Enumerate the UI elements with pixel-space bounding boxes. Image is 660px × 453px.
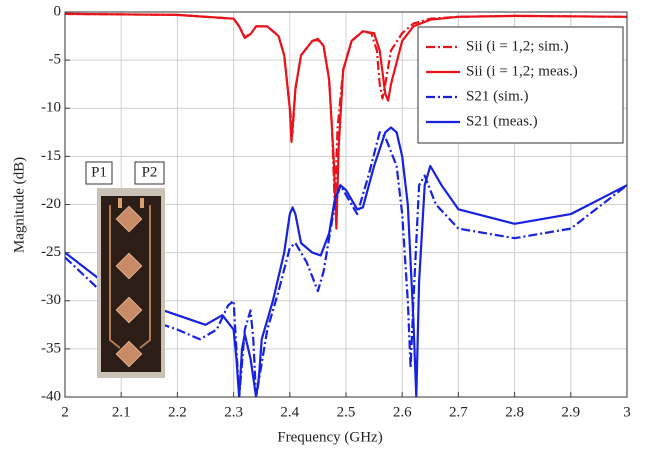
y-axis-label: Magnitude (dB) (11, 157, 27, 253)
feed-line (109, 205, 121, 349)
annotation-box (134, 161, 165, 185)
legend-box (417, 26, 624, 144)
y-tick-label: -35 (41, 340, 61, 356)
inset-photo (97, 188, 165, 378)
y-tick-label: -30 (41, 292, 61, 308)
patch (115, 205, 143, 233)
x-tick-label: 2.4 (280, 404, 299, 420)
patch (115, 296, 143, 324)
x-tick-label: 2.9 (561, 404, 580, 420)
x-axis-label: Frequency (GHz) (277, 429, 382, 445)
annotation: P2 (142, 164, 158, 180)
x-tick-label: 2.6 (393, 404, 412, 420)
y-tick-label: -25 (41, 244, 61, 260)
y-tick-label: -5 (49, 52, 62, 68)
port (140, 198, 144, 208)
x-tick-label: 2.5 (337, 404, 356, 420)
legend-label: Sii (i = 1,2; meas.) (466, 63, 578, 79)
x-tick-label: 2.7 (449, 404, 468, 420)
port (118, 198, 122, 208)
patch (115, 252, 143, 280)
legend-label: S21 (meas.) (466, 113, 538, 129)
series-line (65, 126, 627, 397)
legend-label: Sii (i = 1,2; sim.) (466, 38, 569, 54)
plot-frame (64, 11, 628, 398)
y-tick-label: -20 (41, 196, 61, 212)
patch (115, 340, 143, 368)
legend-label: S21 (sim.) (466, 88, 529, 104)
annotation: P1 (91, 164, 107, 180)
x-tick-label: 2.2 (168, 404, 187, 420)
series-line (65, 12, 627, 230)
x-tick-label: 2 (61, 404, 69, 420)
y-tick-label: -10 (41, 100, 61, 116)
annotation-box (85, 161, 113, 185)
feed-line (139, 205, 151, 349)
series-line (65, 131, 627, 397)
y-tick-label: 0 (54, 3, 62, 19)
x-tick-label: 2.8 (505, 404, 524, 420)
y-tick-label: -40 (41, 388, 61, 404)
x-tick-label: 2.3 (224, 404, 243, 420)
x-tick-label: 3 (623, 404, 631, 420)
y-tick-label: -15 (41, 148, 61, 164)
x-tick-label: 2.1 (112, 404, 131, 420)
